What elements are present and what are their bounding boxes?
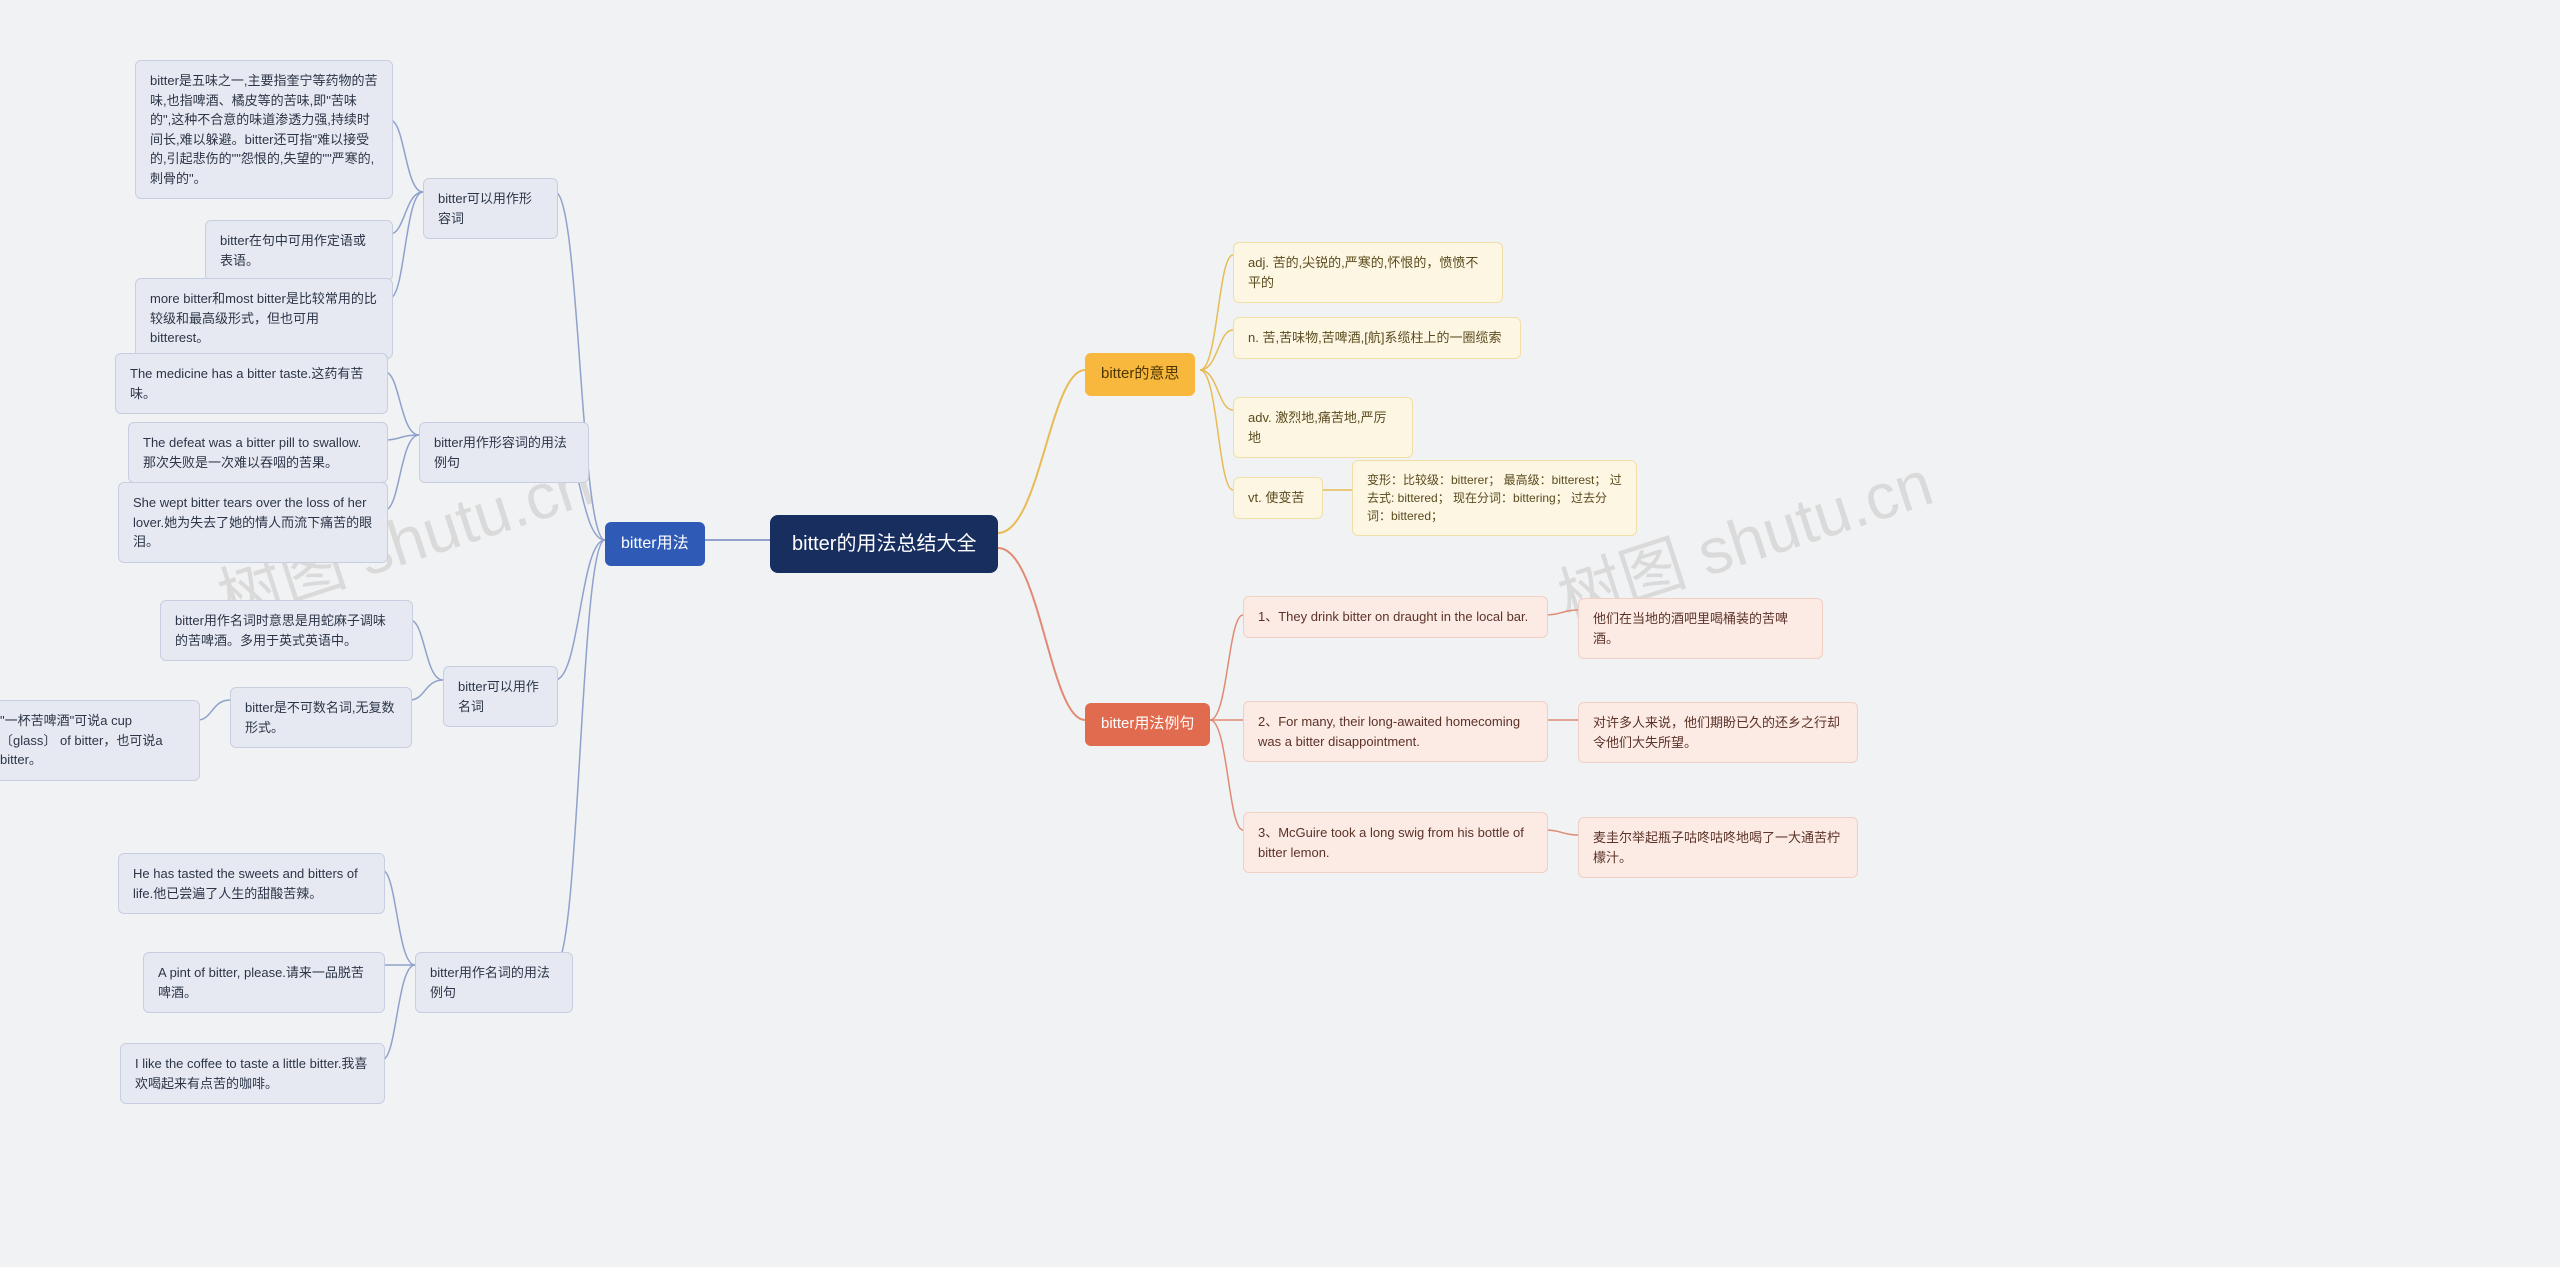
left-branch-adj[interactable]: bitter可以用作形容词 xyxy=(423,178,558,239)
left-branch-adj-ex-c1: The defeat was a bitter pill to swallow.… xyxy=(128,422,388,483)
left-branch-noun-c1-extra: "一杯苦啤酒"可说a cup〔glass〕 of bitter，也可说a bit… xyxy=(0,700,200,781)
left-usage-node[interactable]: bitter用法 xyxy=(605,522,705,566)
left-branch-noun-ex-c1: A pint of bitter, please.请来一品脱苦啤酒。 xyxy=(143,952,385,1013)
left-branch-adj-ex-c2: She wept bitter tears over the loss of h… xyxy=(118,482,388,563)
left-branch-noun[interactable]: bitter可以用作名词 xyxy=(443,666,558,727)
left-branch-adj-c0: bitter是五味之一,主要指奎宁等药物的苦味,也指啤酒、橘皮等的苦味,即"苦味… xyxy=(135,60,393,199)
root-node[interactable]: bitter的用法总结大全 xyxy=(770,515,998,573)
left-branch-noun-c0: bitter用作名词时意思是用蛇麻子调味的苦啤酒。多用于英式英语中。 xyxy=(160,600,413,661)
right-examples-c0: 1、They drink bitter on draught in the lo… xyxy=(1243,596,1548,638)
right-meaning-c3: vt. 使变苦 xyxy=(1233,477,1323,519)
right-meaning-c1: n. 苦,苦味物,苦啤酒,[航]系缆柱上的一圈缆索 xyxy=(1233,317,1521,359)
right-meaning-node[interactable]: bitter的意思 xyxy=(1085,353,1195,396)
right-examples-c0-trans: 他们在当地的酒吧里喝桶装的苦啤酒。 xyxy=(1578,598,1823,659)
left-branch-adj-ex[interactable]: bitter用作形容词的用法例句 xyxy=(419,422,589,483)
left-branch-noun-ex-c0: He has tasted the sweets and bitters of … xyxy=(118,853,385,914)
right-examples-node[interactable]: bitter用法例句 xyxy=(1085,703,1210,746)
left-branch-adj-c1: bitter在句中可用作定语或表语。 xyxy=(205,220,393,281)
left-branch-noun-ex-c2: I like the coffee to taste a little bitt… xyxy=(120,1043,385,1104)
left-branch-adj-ex-c0: The medicine has a bitter taste.这药有苦味。 xyxy=(115,353,388,414)
right-examples-c1-trans: 对许多人来说，他们期盼已久的还乡之行却令他们大失所望。 xyxy=(1578,702,1858,763)
right-meaning-c3-extra: 变形：比较级：bitterer； 最高级：bitterest； 过去式: bit… xyxy=(1352,460,1637,536)
right-examples-c2-trans: 麦圭尔举起瓶子咕咚咕咚地喝了一大通苦柠檬汁。 xyxy=(1578,817,1858,878)
left-branch-noun-ex[interactable]: bitter用作名词的用法例句 xyxy=(415,952,573,1013)
right-meaning-c0: adj. 苦的,尖锐的,严寒的,怀恨的，愤愤不平的 xyxy=(1233,242,1503,303)
right-meaning-c2: adv. 激烈地,痛苦地,严厉地 xyxy=(1233,397,1413,458)
left-branch-noun-c1: bitter是不可数名词,无复数形式。 xyxy=(230,687,412,748)
right-examples-c1: 2、For many, their long-awaited homecomin… xyxy=(1243,701,1548,762)
left-branch-adj-c2: more bitter和most bitter是比较常用的比较级和最高级形式，但… xyxy=(135,278,393,359)
right-examples-c2: 3、McGuire took a long swig from his bott… xyxy=(1243,812,1548,873)
